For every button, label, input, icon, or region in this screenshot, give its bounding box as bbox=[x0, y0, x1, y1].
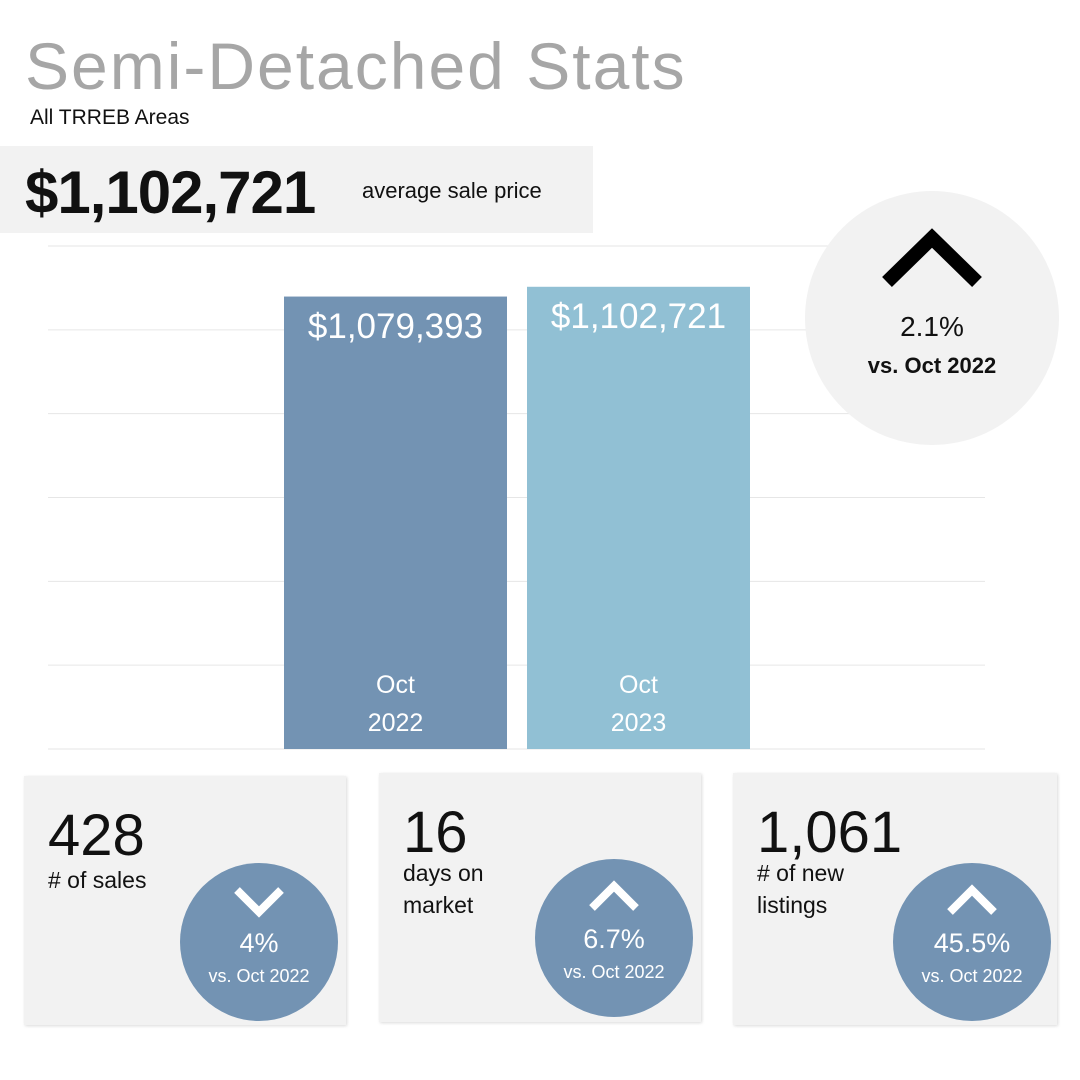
bar bbox=[284, 296, 507, 749]
stat-change: 6.7% bbox=[583, 924, 645, 954]
stat-label: # of sales bbox=[48, 867, 147, 893]
category-label: Oct 2022 bbox=[367, 671, 424, 737]
stat-value: 16 bbox=[403, 800, 468, 865]
arrow-icon bbox=[882, 228, 982, 288]
headline-box bbox=[0, 146, 593, 233]
stat-change: 45.5% bbox=[933, 928, 1011, 958]
change-value: 2.1% bbox=[900, 311, 964, 342]
stat-label: # of new listings bbox=[757, 860, 844, 918]
arrow-icon bbox=[947, 884, 997, 915]
category-label: Oct 2023 bbox=[610, 671, 667, 737]
headline-value: $1,102,721 bbox=[25, 159, 316, 226]
stat-value: 428 bbox=[48, 803, 145, 868]
value-label: $1,102,721 bbox=[550, 296, 727, 336]
arrow-line bbox=[589, 880, 639, 911]
arrow-icon bbox=[589, 880, 639, 911]
stat-comparison: vs. Oct 2022 bbox=[921, 966, 1023, 986]
stat-comparison: vs. Oct 2022 bbox=[208, 966, 310, 986]
arrow-line bbox=[947, 884, 997, 915]
bar bbox=[527, 286, 750, 749]
arrow-line bbox=[234, 887, 284, 918]
stat-label: days on market bbox=[403, 860, 484, 918]
headline-label: average sale price bbox=[362, 178, 542, 203]
change-comparison: vs. Oct 2022 bbox=[867, 353, 997, 378]
title: Semi-Detached Stats bbox=[25, 29, 687, 103]
stat-circle bbox=[180, 863, 338, 1021]
value-label: $1,079,393 bbox=[307, 306, 484, 346]
arrow-icon bbox=[234, 887, 284, 918]
stat-value: 1,061 bbox=[757, 800, 903, 865]
change-circle bbox=[805, 191, 1059, 445]
subtitle: All TRREB Areas bbox=[30, 106, 190, 129]
stat-change: 4% bbox=[239, 928, 279, 958]
stat-comparison: vs. Oct 2022 bbox=[563, 962, 665, 982]
